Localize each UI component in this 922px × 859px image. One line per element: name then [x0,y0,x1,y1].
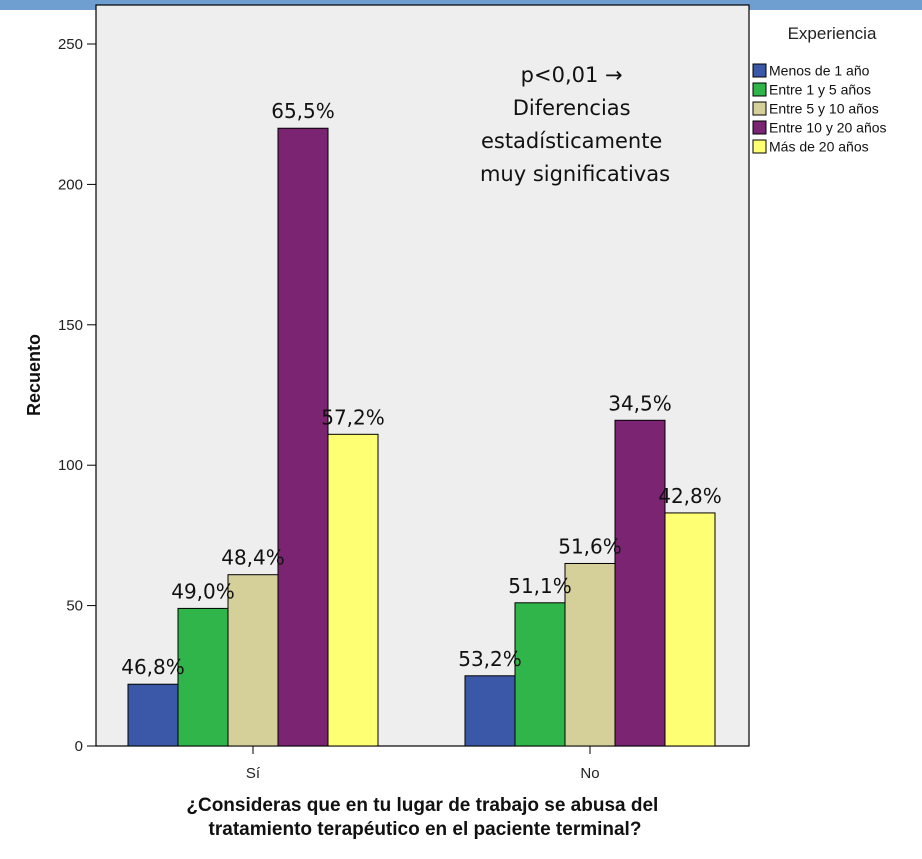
bar [177,607,229,747]
data-label: 51,1% [508,574,572,598]
annotation-line-2: Diferencias [513,96,631,120]
legend-swatch [752,63,767,78]
y-tick-label: 150 [58,317,83,334]
x-tick-label: Sí [246,765,261,782]
bar [464,675,516,747]
legend-swatch [752,82,767,97]
y-tick-label: 250 [58,36,83,53]
bar [614,419,666,747]
data-label: 57,2% [321,405,385,429]
legend-label: Entre 1 y 5 años [769,82,871,98]
legend: Experiencia Menos de 1 año Entre 1 y 5 añ… [752,24,887,155]
data-label: 49,0% [171,579,235,603]
y-axis: 0 50 100 150 200 250 [58,36,96,755]
significance-annotation: p<0,01 → Diferencias estadísticamente mu… [480,63,670,186]
legend-swatch [752,139,767,154]
x-axis: Sí No [246,746,600,782]
legend-label: Entre 10 y 20 años [769,120,887,136]
annotation-line-4: muy significativas [480,162,670,186]
legend-title: Experiencia [788,24,877,43]
x-axis-label-line-2: tratamiento terapéutico en el paciente t… [209,819,642,840]
legend-swatch [752,120,767,135]
bar [127,683,179,747]
data-label: 46,8% [121,655,185,679]
x-tick-label: No [580,765,599,782]
y-tick-label: 50 [66,598,83,615]
data-label: 51,6% [558,534,622,558]
y-tick-label: 200 [58,176,83,193]
data-label: 34,5% [608,391,672,415]
data-label: 65,5% [271,99,335,123]
legend-label: Entre 5 y 10 años [769,101,879,117]
bar [327,433,379,747]
y-tick-label: 100 [58,457,83,474]
data-labels: 46,8% 49,0% 48,4% 65,5% 57,2% 53,2% 51,1% 51,6%… [121,99,722,679]
x-axis-label-line-1: ¿Consideras que en tu lugar de trabajo s… [186,795,658,816]
bar [227,574,279,747]
data-label: 48,4% [221,546,285,570]
bar [564,562,616,747]
legend-swatch [752,101,767,116]
legend-label: Menos de 1 año [769,63,870,79]
bars [127,127,716,747]
data-label: 42,8% [658,484,722,508]
bar [514,602,566,747]
x-axis-label: ¿Consideras que en tu lugar de trabajo s… [186,795,663,840]
y-tick-label: 0 [75,738,83,755]
data-label: 53,2% [458,647,522,671]
annotation-line-1: p<0,01 → [521,63,623,87]
bar [277,127,329,747]
annotation-line-3: estadísticamente [481,129,662,153]
bar [664,512,716,747]
legend-label: Más de 20 años [769,139,869,155]
y-axis-label: Recuento [24,334,44,416]
